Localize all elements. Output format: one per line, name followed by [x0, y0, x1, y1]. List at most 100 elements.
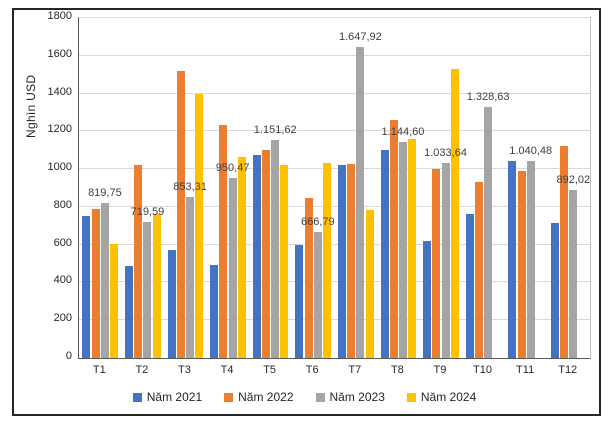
legend-marker-nam-2023 [315, 392, 325, 402]
y-tick-label-800: 800 [53, 198, 72, 211]
legend-label-nam-2023: Năm 2023 [329, 390, 385, 404]
data-label-t12: 892,02 [556, 173, 591, 186]
y-tick-label-1000: 1000 [47, 161, 72, 174]
x-tick-label-t11: T11 [516, 364, 535, 376]
bar-nam-2023-t12[interactable] [569, 189, 578, 358]
bar-nam-2021-t3[interactable] [167, 250, 176, 358]
bar-nam-2024-t9[interactable] [450, 69, 459, 358]
x-tick-label-t3: T3 [178, 364, 191, 376]
bar-nam-2023-t7[interactable] [356, 46, 365, 358]
legend-marker-nam-2024 [406, 392, 416, 402]
bar-nam-2022-t4[interactable] [219, 124, 228, 358]
bar-nam-2022-t11[interactable] [517, 171, 526, 358]
gridline-1000 [79, 168, 590, 170]
x-tick-label-t8: T8 [390, 364, 404, 376]
bar-nam-2022-t12[interactable] [560, 145, 569, 358]
data-label-t9: 1.033,64 [424, 146, 467, 159]
bar-nam-2024-t1[interactable] [110, 243, 119, 358]
gridline-800 [79, 205, 590, 207]
bar-nam-2024-t6[interactable] [323, 162, 331, 358]
legend-label-nam-2024: Năm 2024 [420, 390, 477, 404]
legend-marker-nam-2022 [224, 392, 234, 402]
x-tick-label-t1: T1 [92, 364, 106, 376]
y-tick-label-200: 200 [53, 312, 72, 325]
bar-nam-2022-t3[interactable] [176, 70, 185, 358]
bar-nam-2023-t2[interactable] [143, 222, 152, 358]
legend-item-nam-2022[interactable]: Năm 2022 [224, 390, 294, 404]
y-tick-label-0: 0 [65, 350, 72, 362]
y-tick-label-1200: 1200 [47, 123, 72, 136]
bar-nam-2024-t4[interactable] [237, 156, 246, 358]
bar-nam-2023-t8[interactable] [398, 141, 407, 358]
x-tick-label-t6: T6 [305, 364, 319, 376]
data-label-t10: 1.328,63 [466, 91, 510, 104]
gridline-400 [79, 281, 590, 283]
x-tick-label-t5: T5 [263, 364, 277, 376]
data-label-t3: 853,31 [173, 180, 207, 193]
x-tick-label-t7: T7 [348, 364, 362, 376]
data-label-t1: 819,75 [88, 187, 122, 200]
bar-nam-2023-t1[interactable] [100, 203, 109, 358]
bar-nam-2022-t6[interactable] [304, 198, 313, 358]
bar-nam-2022-t9[interactable] [432, 169, 441, 358]
data-label-t7: 1.647,92 [338, 30, 382, 43]
bar-nam-2021-t12[interactable] [550, 222, 559, 358]
legend-item-nam-2023[interactable]: Năm 2023 [315, 390, 385, 404]
gridline-1400 [79, 92, 590, 94]
data-label-t4: 950,47 [215, 162, 250, 175]
gridline-1800 [79, 17, 590, 18]
bar-nam-2021-t9[interactable] [423, 240, 432, 358]
legend: Năm 2021 Năm 2022 Năm 2023 Năm 2024 [0, 390, 609, 404]
bar-nam-2021-t2[interactable] [125, 266, 134, 358]
bar-nam-2021-t7[interactable] [337, 165, 346, 358]
x-tick-label-t9: T9 [433, 364, 447, 376]
y-tick-label-1800: 1800 [47, 10, 72, 22]
bar-nam-2021-t10[interactable] [465, 214, 474, 358]
data-label-t5: 1.151,62 [253, 124, 297, 137]
y-tick-label-600: 600 [53, 236, 72, 249]
bar-nam-2022-t10[interactable] [474, 182, 483, 358]
bar-nam-2023-t5[interactable] [271, 140, 280, 358]
bar-nam-2022-t8[interactable] [389, 120, 398, 358]
bar-nam-2023-t9[interactable] [441, 162, 450, 358]
bar-nam-2023-t10[interactable] [484, 107, 493, 358]
x-tick-label-t4: T4 [220, 364, 234, 376]
bar-nam-2024-t8[interactable] [408, 138, 417, 358]
bar-nam-2023-t4[interactable] [228, 178, 237, 358]
legend-label-nam-2021: Năm 2021 [146, 390, 203, 404]
legend-item-nam-2021[interactable]: Năm 2021 [132, 390, 203, 404]
data-label-t11: 1.040,48 [509, 145, 553, 158]
bar-nam-2021-t4[interactable] [210, 264, 219, 358]
bar-nam-2021-t11[interactable] [508, 160, 517, 358]
bar-nam-2023-t6[interactable] [313, 232, 322, 358]
bar-nam-2022-t5[interactable] [262, 150, 271, 358]
bar-nam-2023-t11[interactable] [526, 161, 535, 358]
bar-nam-2021-t8[interactable] [380, 150, 389, 358]
gridline-600 [79, 243, 590, 245]
bar-nam-2022-t7[interactable] [347, 164, 356, 358]
bar-nam-2024-t5[interactable] [280, 165, 289, 358]
legend-item-nam-2024[interactable]: Năm 2024 [406, 390, 477, 404]
y-tick-label-1400: 1400 [47, 85, 72, 98]
y-tick-label-1600: 1600 [47, 47, 72, 60]
x-tick-label-t12: T12 [558, 364, 578, 376]
gridline-1200 [79, 130, 590, 132]
bar-nam-2021-t5[interactable] [252, 154, 261, 358]
bar-nam-2022-t1[interactable] [91, 208, 100, 358]
data-label-t2: 719,59 [130, 206, 165, 219]
gridline-1600 [79, 54, 590, 56]
x-tick-label-t10: T10 [473, 364, 493, 376]
legend-marker-nam-2021 [132, 392, 142, 402]
bar-nam-2022-t2[interactable] [134, 165, 143, 358]
bar-nam-2021-t6[interactable] [295, 244, 304, 358]
bar-nam-2024-t2[interactable] [152, 214, 161, 358]
bar-nam-2024-t7[interactable] [365, 209, 374, 358]
legend-label-nam-2022: Năm 2022 [238, 390, 294, 404]
data-label-t8: 1.144,60 [381, 125, 425, 138]
bar-nam-2024-t3[interactable] [195, 93, 204, 358]
plot-area: 819,75 719,59 853,31 950,47 1.151,62 666,79 1.… [78, 17, 591, 359]
y-tick-label-400: 400 [53, 274, 72, 287]
bar-nam-2021-t1[interactable] [82, 216, 91, 358]
bar-nam-2023-t3[interactable] [186, 196, 195, 358]
